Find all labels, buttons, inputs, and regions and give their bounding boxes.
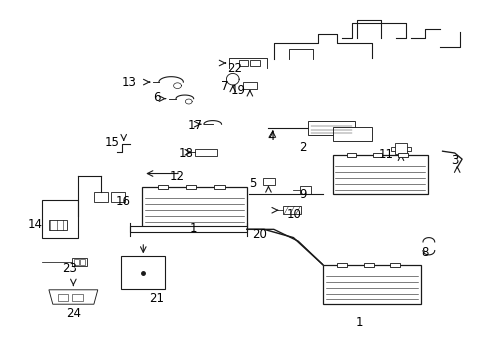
Bar bbox=[394, 143, 407, 154]
Text: 11: 11 bbox=[378, 148, 393, 161]
Bar bbox=[322, 265, 420, 304]
Bar bbox=[398, 153, 407, 157]
Bar bbox=[58, 294, 68, 301]
Bar bbox=[111, 192, 125, 202]
Bar bbox=[307, 121, 354, 135]
Text: 1: 1 bbox=[355, 316, 363, 329]
Text: 20: 20 bbox=[251, 228, 266, 241]
Bar bbox=[72, 258, 87, 266]
Text: 4: 4 bbox=[267, 130, 275, 143]
Bar bbox=[74, 259, 79, 265]
Bar bbox=[49, 220, 67, 230]
Bar bbox=[372, 153, 381, 157]
Bar bbox=[390, 147, 410, 151]
Text: 6: 6 bbox=[152, 91, 160, 104]
Text: 13: 13 bbox=[122, 76, 137, 89]
Bar bbox=[121, 256, 165, 289]
Text: 3: 3 bbox=[450, 154, 458, 167]
Text: 2: 2 bbox=[299, 141, 306, 154]
Text: 21: 21 bbox=[149, 292, 163, 305]
Bar bbox=[72, 294, 83, 301]
Text: 8: 8 bbox=[421, 246, 428, 258]
Bar bbox=[185, 185, 196, 189]
Text: 15: 15 bbox=[105, 136, 120, 149]
Text: 24: 24 bbox=[66, 307, 81, 320]
Text: 22: 22 bbox=[227, 62, 242, 75]
Polygon shape bbox=[49, 290, 98, 304]
Bar bbox=[337, 263, 346, 266]
Bar bbox=[299, 186, 310, 194]
Text: 7: 7 bbox=[221, 80, 228, 93]
Text: 5: 5 bbox=[249, 177, 257, 190]
Bar bbox=[363, 263, 373, 266]
Bar bbox=[238, 60, 248, 66]
Bar bbox=[157, 185, 168, 189]
Bar bbox=[80, 259, 85, 265]
Text: 10: 10 bbox=[286, 208, 301, 221]
Bar bbox=[282, 206, 301, 214]
Bar bbox=[389, 263, 399, 266]
Bar bbox=[332, 127, 371, 141]
Text: 18: 18 bbox=[178, 147, 193, 159]
Text: 12: 12 bbox=[169, 170, 184, 183]
Text: 14: 14 bbox=[28, 219, 42, 231]
Bar bbox=[214, 185, 224, 189]
Text: 16: 16 bbox=[116, 195, 130, 208]
Bar bbox=[262, 178, 274, 185]
Bar bbox=[41, 200, 78, 238]
Text: 1: 1 bbox=[189, 222, 197, 235]
Text: 17: 17 bbox=[188, 119, 203, 132]
Text: 19: 19 bbox=[231, 84, 245, 97]
Bar bbox=[94, 192, 108, 202]
Bar bbox=[346, 153, 356, 157]
Bar bbox=[242, 82, 257, 89]
Bar bbox=[332, 155, 427, 194]
Text: 23: 23 bbox=[62, 262, 77, 275]
Bar bbox=[142, 187, 246, 227]
Text: 9: 9 bbox=[299, 188, 306, 201]
Bar bbox=[194, 149, 216, 156]
Bar bbox=[250, 60, 260, 66]
Bar bbox=[129, 226, 246, 232]
